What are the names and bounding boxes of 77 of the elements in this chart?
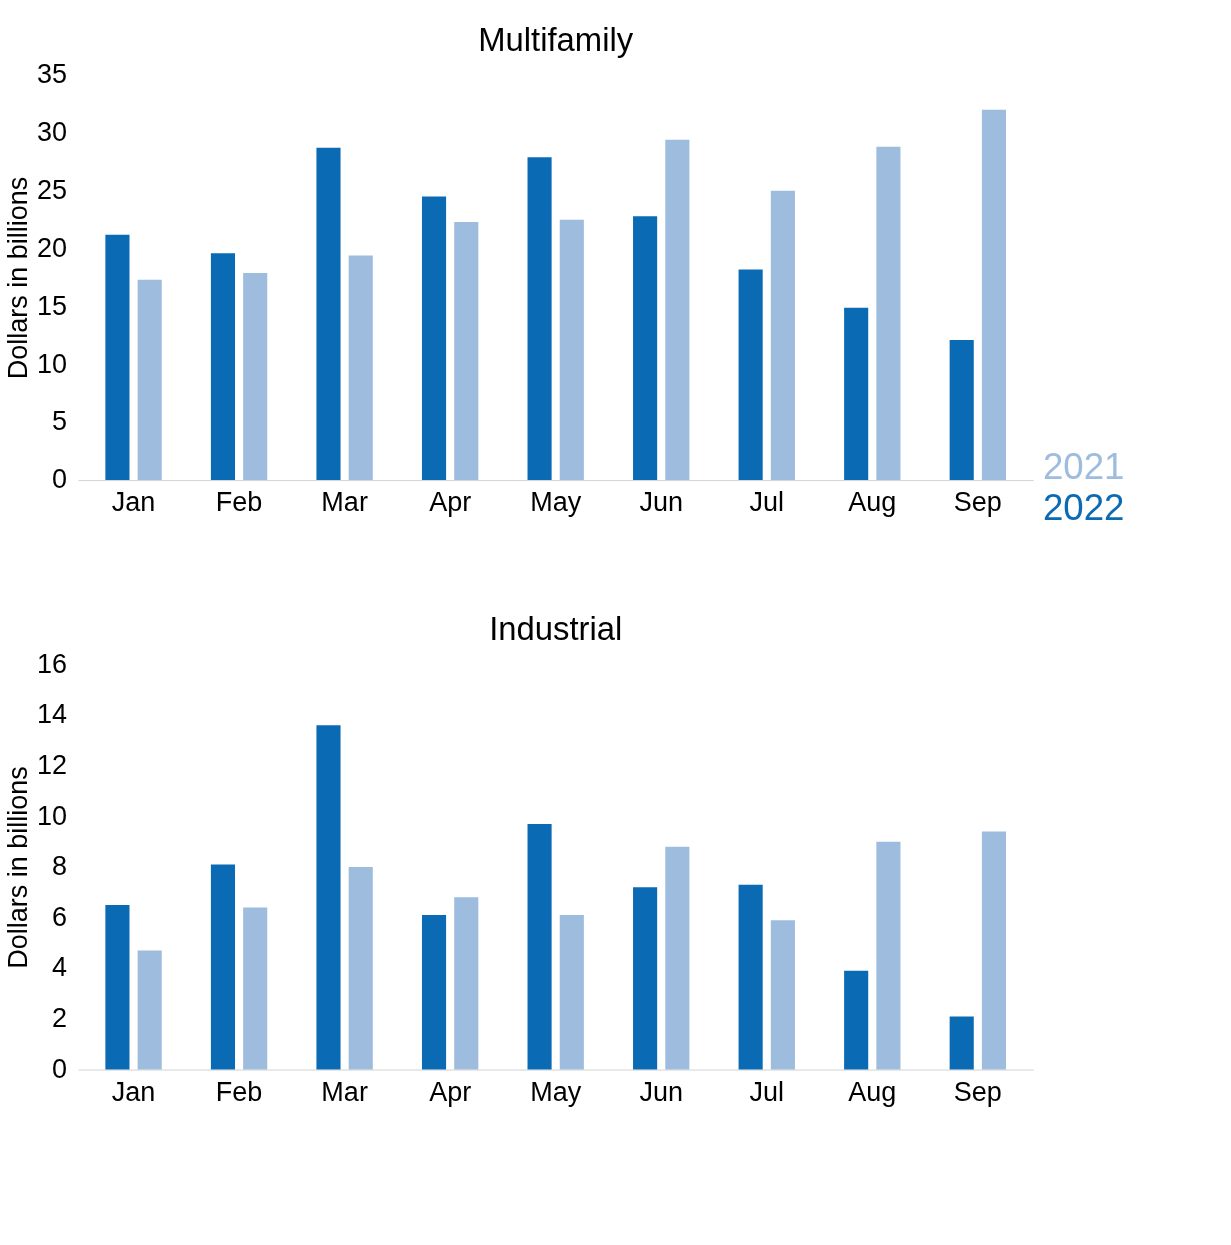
y-tick-label: 0	[52, 1053, 68, 1084]
x-tick-label: Sep	[953, 487, 1002, 518]
bar	[770, 920, 795, 1070]
y-tick-label: 15	[37, 290, 68, 321]
bar	[665, 139, 690, 481]
bar	[105, 904, 130, 1070]
bar	[210, 864, 236, 1070]
x-tick-label: Mar	[321, 487, 368, 518]
bar	[421, 196, 447, 481]
x-tick-label: Jul	[749, 487, 785, 518]
y-axis-title: Dollars in billions	[3, 766, 34, 969]
bar	[421, 915, 447, 1070]
x-tick-label: May	[530, 1076, 582, 1107]
y-tick-label: 30	[37, 117, 68, 148]
x-tick-label: Aug	[848, 487, 897, 518]
x-tick-label: Mar	[321, 1076, 368, 1107]
x-tick-label: Aug	[848, 1076, 897, 1107]
x-tick-label: Jul	[749, 1076, 785, 1107]
bar	[876, 146, 901, 481]
y-tick-label: 25	[37, 174, 68, 205]
bar	[770, 190, 795, 481]
bar	[633, 216, 658, 481]
bar	[243, 272, 268, 481]
bar	[243, 907, 268, 1070]
bar	[949, 1016, 974, 1070]
y-tick-label: 35	[37, 59, 68, 90]
bar	[876, 841, 901, 1070]
y-tick-label: 4	[52, 952, 68, 983]
bar	[527, 823, 552, 1070]
bar	[633, 887, 658, 1070]
bar	[454, 897, 479, 1070]
y-axis-title: Dollars in billions	[3, 176, 34, 380]
x-tick-label: Apr	[429, 487, 472, 518]
x-tick-label: Apr	[429, 1076, 472, 1107]
bar	[981, 109, 1007, 481]
y-tick-label: 12	[37, 749, 68, 780]
bar	[210, 253, 236, 481]
chart-title: Industrial	[489, 610, 623, 648]
bar	[665, 846, 690, 1070]
bar	[454, 221, 479, 481]
x-tick-label: Feb	[215, 487, 263, 518]
bar	[844, 970, 869, 1070]
bar	[527, 157, 552, 481]
x-tick-label: Jan	[111, 487, 156, 518]
bar	[348, 866, 373, 1070]
y-tick-label: 0	[52, 464, 68, 495]
bar	[559, 219, 584, 481]
series-label: 2022	[1042, 486, 1125, 528]
bar	[981, 831, 1007, 1070]
x-tick-label: Jun	[639, 487, 683, 518]
y-tick-label: 14	[37, 699, 68, 730]
x-tick-label: Jan	[111, 1076, 156, 1107]
x-tick-label: May	[530, 487, 582, 518]
chart-title: Multifamily	[478, 20, 634, 58]
bar	[738, 269, 763, 481]
x-tick-label: Sep	[953, 1076, 1002, 1107]
bar	[316, 147, 341, 481]
series-label: 2021	[1042, 446, 1125, 488]
y-tick-label: 8	[52, 851, 68, 882]
bar	[844, 307, 869, 481]
bar	[137, 279, 162, 481]
y-tick-label: 5	[52, 406, 68, 437]
x-tick-label: Feb	[215, 1076, 263, 1107]
bar	[738, 884, 763, 1070]
y-tick-label: 16	[37, 648, 68, 679]
y-tick-label: 2	[52, 1003, 68, 1034]
bar	[559, 915, 584, 1070]
bar	[348, 255, 373, 481]
bar	[137, 950, 162, 1070]
y-tick-label: 6	[52, 901, 68, 932]
x-tick-label: Jun	[639, 1076, 683, 1107]
y-tick-label: 10	[37, 348, 68, 379]
bar	[316, 725, 341, 1070]
bar	[105, 234, 130, 481]
y-tick-label: 20	[37, 232, 68, 263]
bar	[949, 340, 974, 481]
y-tick-label: 10	[37, 800, 68, 831]
